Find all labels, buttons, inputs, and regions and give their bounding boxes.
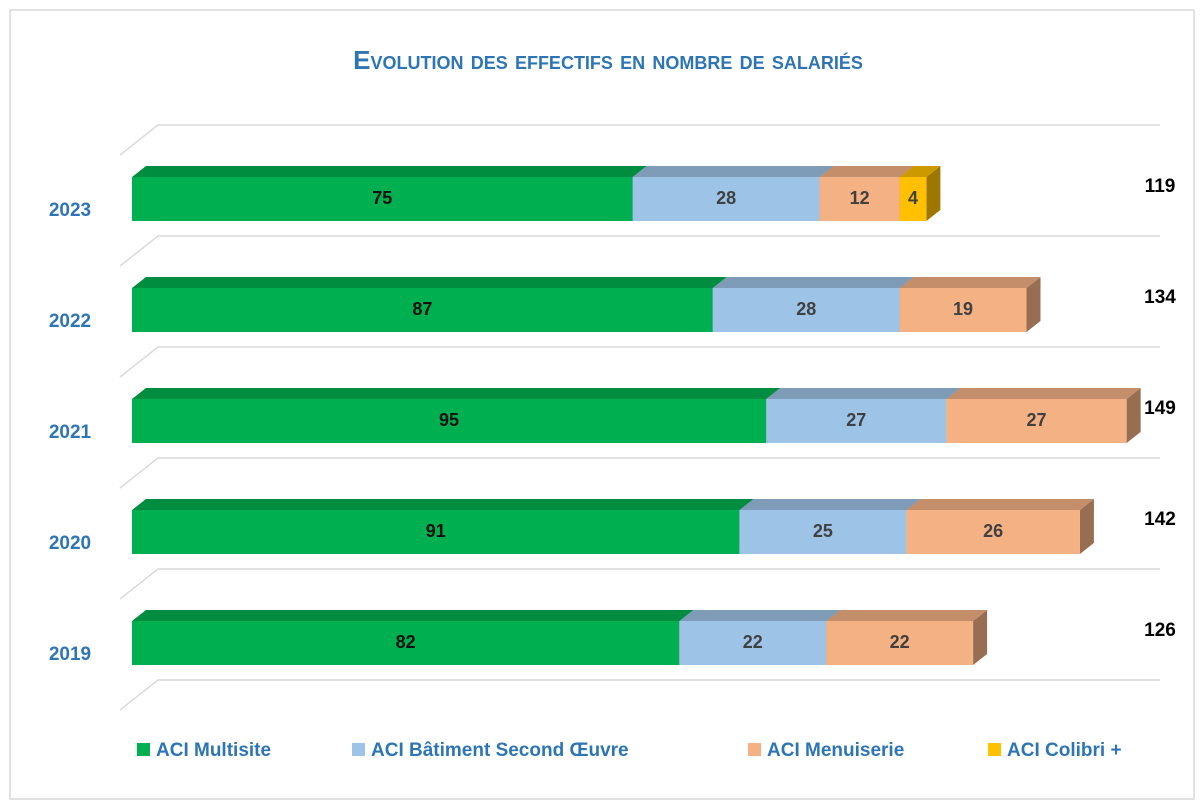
value-label: 22 — [743, 632, 763, 652]
total-label: 119 — [1145, 176, 1176, 197]
value-label: 4 — [908, 188, 918, 208]
bar-segment — [899, 277, 1041, 332]
legend-swatch — [137, 743, 150, 756]
category-label: 2022 — [49, 311, 91, 332]
total-label: 149 — [1144, 398, 1176, 419]
bar-top — [632, 166, 834, 177]
bar-front — [899, 177, 927, 221]
bar-side — [1079, 499, 1094, 554]
chart-title: Evolution des effectifs en nombre de sal… — [353, 45, 863, 75]
bar-top — [899, 166, 941, 177]
bar-top — [132, 166, 647, 177]
bar-front — [899, 288, 1027, 332]
value-label: 22 — [890, 632, 910, 652]
bar-front — [819, 177, 900, 221]
bar-top — [899, 277, 1041, 288]
legend-swatch — [352, 743, 365, 756]
bar-front — [632, 177, 820, 221]
value-label: 95 — [439, 410, 459, 430]
bar-front — [132, 177, 633, 221]
bar-top — [739, 499, 921, 510]
bar-front — [826, 621, 974, 665]
category-label: 2021 — [49, 422, 92, 443]
bar-top — [132, 388, 781, 399]
bar-top — [132, 610, 694, 621]
bar-top — [906, 499, 1094, 510]
bar-front — [132, 288, 713, 332]
value-label: 26 — [983, 521, 1003, 541]
value-label: 19 — [953, 299, 973, 319]
legend-label: ACI Menuiserie — [767, 740, 904, 761]
bar-front — [946, 399, 1127, 443]
bar-front — [766, 399, 947, 443]
bar-segment — [132, 610, 694, 665]
total-label: 134 — [1144, 287, 1176, 308]
bar-front — [132, 510, 740, 554]
value-label: 12 — [850, 188, 870, 208]
value-label: 87 — [412, 299, 432, 319]
bar-segment — [132, 388, 781, 443]
floor-line — [119, 235, 1160, 267]
bar-front — [739, 510, 907, 554]
bar-top — [766, 388, 961, 399]
legend-label: ACI Bâtiment Second Œuvre — [371, 740, 629, 761]
floor-line — [119, 568, 1160, 600]
bar-top — [712, 277, 914, 288]
bar-top — [679, 610, 841, 621]
legend-swatch — [988, 743, 1001, 756]
value-label: 27 — [846, 410, 866, 430]
bar-top — [946, 388, 1141, 399]
floor-line — [119, 346, 1160, 378]
bar-front — [906, 510, 1080, 554]
category-label: 2020 — [49, 533, 91, 554]
bar-side — [973, 610, 988, 665]
bar-top — [132, 277, 727, 288]
floor-line — [119, 457, 1160, 489]
legend-swatch — [748, 743, 761, 756]
bar-top — [132, 499, 754, 510]
bar-segment — [899, 166, 941, 221]
legend-label: ACI Multisite — [156, 740, 271, 761]
legend-label: ACI Colibri + — [1007, 740, 1122, 761]
value-label: 27 — [1026, 410, 1046, 430]
bar-side — [1126, 388, 1141, 443]
bar-segment — [826, 610, 988, 665]
bar-segment — [679, 610, 841, 665]
bar-front — [132, 399, 767, 443]
bar-front — [712, 288, 900, 332]
total-label: 142 — [1144, 509, 1176, 530]
bar-top — [819, 166, 914, 177]
bar-segment — [906, 499, 1094, 554]
value-label: 75 — [372, 188, 392, 208]
bar-top — [826, 610, 988, 621]
bar-side — [1026, 277, 1041, 332]
value-label: 82 — [396, 632, 416, 652]
bar-segment — [712, 277, 914, 332]
floor-line — [119, 124, 1160, 156]
value-label: 91 — [426, 521, 446, 541]
bar-segment — [132, 277, 727, 332]
total-label: 126 — [1144, 620, 1176, 641]
bar-front — [679, 621, 827, 665]
value-label: 25 — [813, 521, 833, 541]
value-label: 28 — [796, 299, 816, 319]
floor-line — [119, 679, 1160, 711]
bar-side — [926, 166, 941, 221]
bar-segment — [739, 499, 921, 554]
category-label: 2023 — [49, 200, 91, 221]
category-label: 2019 — [49, 644, 91, 665]
value-label: 28 — [716, 188, 736, 208]
bar-segment — [946, 388, 1141, 443]
bar-front — [132, 621, 680, 665]
